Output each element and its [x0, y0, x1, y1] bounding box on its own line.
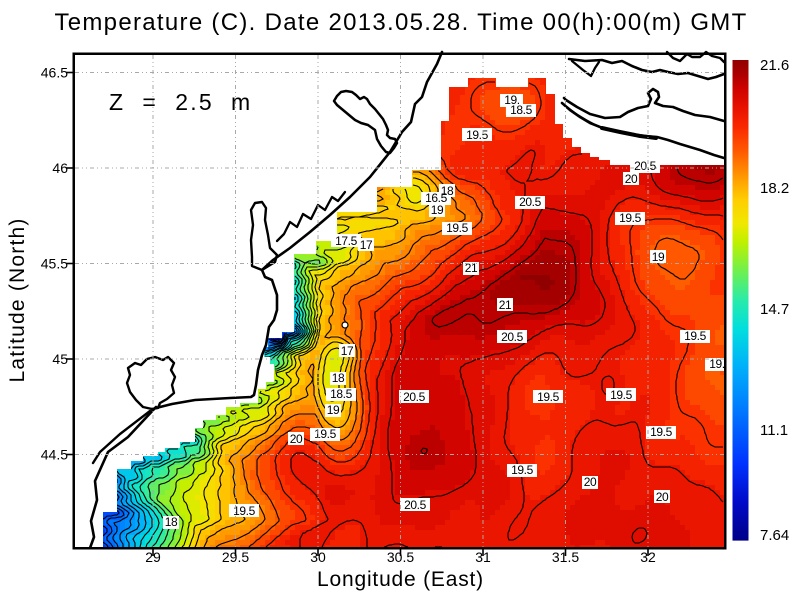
- svg-text:19.5: 19.5: [537, 390, 559, 404]
- svg-text:21: 21: [499, 298, 512, 312]
- svg-text:19: 19: [327, 403, 340, 417]
- svg-text:19.5: 19.5: [446, 221, 468, 235]
- svg-text:19.5: 19.5: [233, 504, 255, 518]
- svg-text:19.5: 19.5: [314, 427, 336, 441]
- svg-text:19.5: 19.5: [610, 388, 632, 402]
- svg-text:7.64: 7.64: [760, 527, 789, 544]
- svg-text:46: 46: [52, 160, 68, 176]
- svg-text:17: 17: [360, 238, 373, 252]
- svg-text:31.5: 31.5: [552, 549, 579, 565]
- svg-text:21: 21: [465, 261, 478, 275]
- svg-text:44.5: 44.5: [41, 447, 68, 463]
- svg-text:19: 19: [431, 203, 444, 217]
- svg-text:30: 30: [310, 549, 326, 565]
- svg-text:Temperature (C). Date 2013.05.: Temperature (C). Date 2013.05.28. Time 0…: [54, 9, 747, 36]
- svg-text:46.5: 46.5: [41, 65, 68, 81]
- svg-text:19.: 19.: [709, 357, 725, 371]
- svg-text:20.5: 20.5: [501, 330, 523, 344]
- svg-text:32: 32: [640, 549, 656, 565]
- svg-text:18.5: 18.5: [510, 103, 532, 117]
- svg-text:18: 18: [441, 184, 454, 198]
- svg-text:31: 31: [475, 549, 491, 565]
- svg-text:45.5: 45.5: [41, 256, 68, 272]
- svg-text:20: 20: [656, 490, 669, 504]
- svg-text:20.5: 20.5: [519, 195, 541, 209]
- svg-text:29: 29: [145, 549, 161, 565]
- svg-text:19.5: 19.5: [511, 463, 533, 477]
- svg-text:17: 17: [341, 344, 354, 358]
- svg-text:20: 20: [290, 432, 303, 446]
- svg-text:18.2: 18.2: [760, 180, 789, 197]
- svg-text:20.5: 20.5: [404, 498, 426, 512]
- svg-text:18: 18: [165, 515, 178, 529]
- svg-text:19: 19: [652, 250, 665, 264]
- svg-text:30.5: 30.5: [387, 549, 414, 565]
- svg-text:Z = 2.5 m: Z = 2.5 m: [109, 89, 252, 115]
- svg-text:19.5: 19.5: [684, 329, 706, 343]
- svg-text:17.5: 17.5: [335, 234, 357, 248]
- svg-text:Latitude (North): Latitude (North): [6, 217, 29, 382]
- svg-text:20: 20: [584, 475, 597, 489]
- svg-text:19.5: 19.5: [650, 425, 672, 439]
- svg-text:Longitude (East): Longitude (East): [317, 568, 484, 591]
- svg-text:20.5: 20.5: [403, 390, 425, 404]
- svg-text:18.5: 18.5: [330, 387, 352, 401]
- svg-text:19.: 19.: [504, 93, 520, 107]
- svg-text:16.5: 16.5: [425, 191, 447, 205]
- svg-text:21.6: 21.6: [760, 57, 789, 74]
- svg-text:19.5: 19.5: [619, 211, 641, 225]
- svg-text:45: 45: [52, 351, 68, 367]
- svg-text:20: 20: [625, 172, 638, 186]
- svg-text:14.7: 14.7: [760, 301, 789, 318]
- svg-text:29.5: 29.5: [222, 549, 249, 565]
- svg-text:20.5: 20.5: [634, 159, 656, 173]
- svg-text:18: 18: [332, 371, 345, 385]
- svg-text:11.1: 11.1: [760, 422, 788, 439]
- svg-text:19.5: 19.5: [466, 128, 488, 142]
